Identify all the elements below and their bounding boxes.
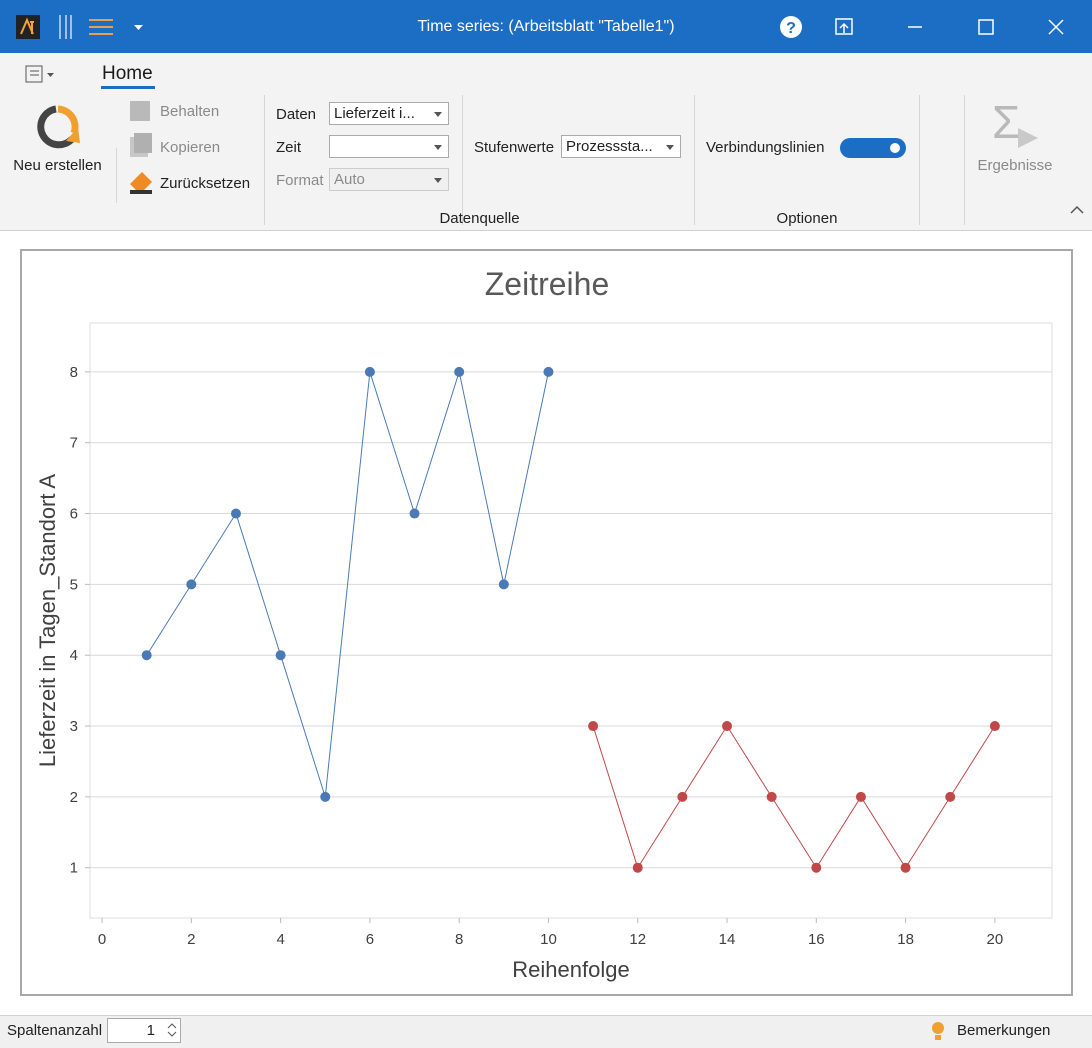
data-point (230, 508, 241, 519)
y-tick-label: 4 (70, 647, 78, 664)
format-combo: Auto (329, 168, 449, 191)
data-point (186, 579, 197, 590)
results-button[interactable]: Ergebnisse (977, 157, 1053, 174)
x-tick-label: 12 (629, 931, 646, 948)
y-tick-label: 8 (70, 364, 78, 381)
data-point (275, 650, 286, 661)
group-label: Optionen (776, 210, 838, 227)
window-title: Time series: (Arbeitsblatt "Tabelle1") (417, 18, 675, 35)
lines-label: Verbindungslinien (706, 139, 825, 156)
y-tick-label: 5 (70, 576, 78, 593)
svg-text:?: ? (786, 20, 796, 37)
y-axis-title: Lieferzeit in Tagen_Standort A (35, 474, 60, 767)
ribbon: Home Neu erstellen Behalten Kopieren Zur… (0, 53, 1092, 231)
data-point (543, 366, 554, 377)
data-point (811, 862, 822, 873)
y-tick-label: 6 (70, 506, 78, 523)
results-icon: Σ (992, 98, 1038, 148)
chart: Zeitreihe Reihenfolge Lieferzeit in Tagen_… (20, 249, 1073, 996)
data-combo[interactable]: Lieferzeit i... (329, 102, 449, 125)
status-bar: Spaltenanzahl 1 Bemerkungen (0, 1015, 1092, 1048)
lines-toggle[interactable] (840, 138, 906, 158)
data-point (632, 862, 643, 873)
data-point (320, 791, 331, 802)
data-point (454, 366, 465, 377)
remarks-icon (932, 1022, 944, 1040)
columns-label: Spaltenanzahl (7, 1022, 103, 1039)
separator (462, 95, 463, 225)
x-tick-label: 2 (187, 931, 195, 948)
keep-button[interactable]: Behalten (160, 103, 220, 120)
data-point (989, 721, 1000, 732)
y-tick-label: 3 (70, 718, 78, 735)
x-tick-label: 8 (455, 931, 463, 948)
time-label: Zeit (276, 139, 302, 156)
plot-area (89, 322, 1053, 919)
levels-label: Stufenwerte (474, 139, 555, 156)
collapse-ribbon[interactable] (1070, 205, 1084, 215)
x-tick-label: 18 (897, 931, 914, 948)
x-tick-label: 10 (540, 931, 557, 948)
data-point (945, 791, 956, 802)
levels-combo[interactable]: Prozesssta... (561, 135, 681, 158)
svg-text:Σ: Σ (992, 98, 1020, 148)
data-point (141, 650, 152, 661)
x-axis-title: Reihenfolge (512, 957, 629, 982)
chart-title: Zeitreihe (485, 266, 610, 302)
x-tick-label: 20 (987, 931, 1004, 948)
x-tick-label: 6 (366, 931, 374, 948)
format-label: Format (276, 172, 324, 189)
columns-spinner[interactable]: 1 (107, 1018, 181, 1043)
data-point (409, 508, 420, 519)
new-button[interactable]: Neu erstellen (13, 157, 102, 174)
time-combo[interactable] (329, 135, 449, 158)
title-icons: ? (16, 15, 1064, 39)
y-tick-label: 7 (70, 435, 78, 452)
new-icon[interactable] (32, 103, 84, 151)
x-tick-label: 16 (808, 931, 825, 948)
data-point (722, 721, 733, 732)
view-menu[interactable] (24, 63, 58, 85)
series-line (146, 369, 549, 798)
y-tick-label: 1 (70, 860, 78, 877)
separator (116, 148, 117, 203)
data-point (498, 579, 509, 590)
group-label: Datenquelle (439, 210, 520, 227)
data-point (855, 791, 866, 802)
data-point (364, 366, 375, 377)
data-label: Daten (276, 106, 317, 123)
separator (919, 95, 920, 225)
action-icons (130, 101, 152, 194)
tab-home[interactable]: Home (102, 63, 153, 84)
data-point (900, 862, 911, 873)
copy-button[interactable]: Kopieren (160, 139, 221, 156)
series-line (592, 725, 996, 869)
data-point (588, 721, 599, 732)
remarks-button[interactable]: Bemerkungen (957, 1022, 1051, 1039)
x-tick-label: 4 (276, 931, 284, 948)
y-tick-label: 2 (70, 789, 78, 806)
tab-underline (101, 86, 155, 89)
data-point (766, 791, 777, 802)
separator (264, 95, 265, 225)
separator (964, 95, 965, 225)
data-point (677, 791, 688, 802)
title-bar: ? Time series: (Arbeitsblatt "Tabelle1") (0, 0, 1092, 53)
columns-value: 1 (146, 1022, 155, 1039)
x-tick-label: 14 (719, 931, 736, 948)
separator (694, 95, 695, 225)
x-tick-label: 0 (98, 931, 106, 948)
reset-button[interactable]: Zurücksetzen (160, 175, 251, 192)
